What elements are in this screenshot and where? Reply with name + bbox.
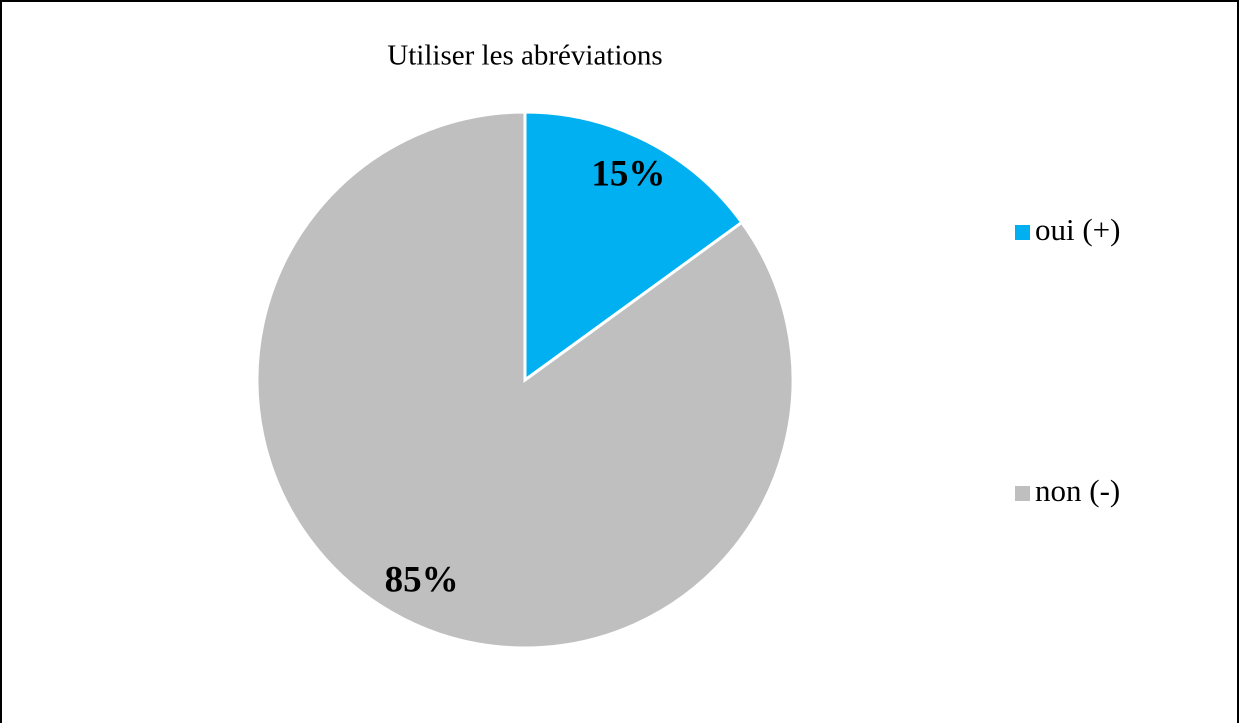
legend-label: non (-): [1035, 473, 1120, 508]
pie-slice: [255, 110, 795, 650]
legend-label: oui (+): [1035, 212, 1121, 247]
data-label: 85%: [385, 559, 459, 600]
legend-swatch: [1015, 225, 1030, 240]
pie-slice: [523, 110, 744, 383]
chart-title: Utiliser les abréviations: [387, 40, 662, 72]
data-label: 15%: [591, 154, 665, 195]
legend-swatch: [1015, 486, 1030, 501]
